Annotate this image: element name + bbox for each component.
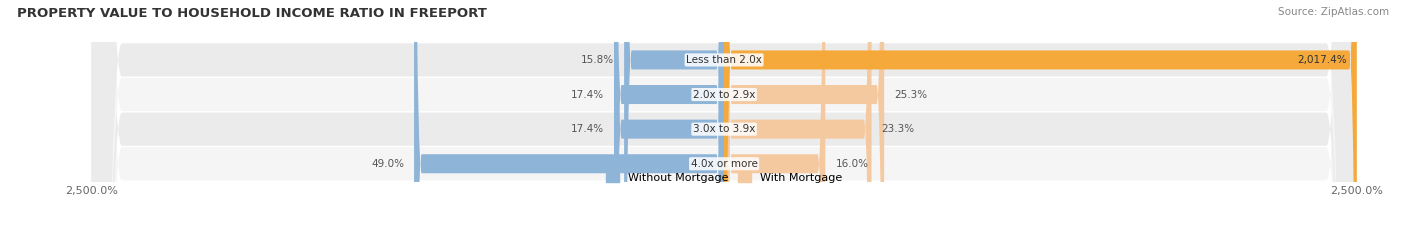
FancyBboxPatch shape [91,0,1357,233]
Text: PROPERTY VALUE TO HOUSEHOLD INCOME RATIO IN FREEPORT: PROPERTY VALUE TO HOUSEHOLD INCOME RATIO… [17,7,486,20]
Text: 17.4%: 17.4% [571,124,603,134]
Text: 16.0%: 16.0% [835,159,869,169]
Text: 2.0x to 2.9x: 2.0x to 2.9x [693,89,755,99]
Text: 15.8%: 15.8% [581,55,614,65]
FancyBboxPatch shape [614,0,724,233]
FancyBboxPatch shape [91,0,1357,233]
Text: 49.0%: 49.0% [371,159,404,169]
Text: Source: ZipAtlas.com: Source: ZipAtlas.com [1278,7,1389,17]
Text: 2,017.4%: 2,017.4% [1298,55,1347,65]
FancyBboxPatch shape [724,0,825,233]
FancyBboxPatch shape [91,0,1357,233]
Text: 17.4%: 17.4% [571,89,603,99]
Legend: Without Mortgage, With Mortgage: Without Mortgage, With Mortgage [606,173,842,183]
FancyBboxPatch shape [614,0,724,233]
FancyBboxPatch shape [724,0,872,233]
FancyBboxPatch shape [413,0,724,233]
Text: 23.3%: 23.3% [882,124,915,134]
Text: 4.0x or more: 4.0x or more [690,159,758,169]
Text: 25.3%: 25.3% [894,89,928,99]
Text: 3.0x to 3.9x: 3.0x to 3.9x [693,124,755,134]
FancyBboxPatch shape [724,0,884,233]
FancyBboxPatch shape [91,0,1357,233]
FancyBboxPatch shape [724,0,1357,233]
FancyBboxPatch shape [624,0,724,233]
Text: Less than 2.0x: Less than 2.0x [686,55,762,65]
